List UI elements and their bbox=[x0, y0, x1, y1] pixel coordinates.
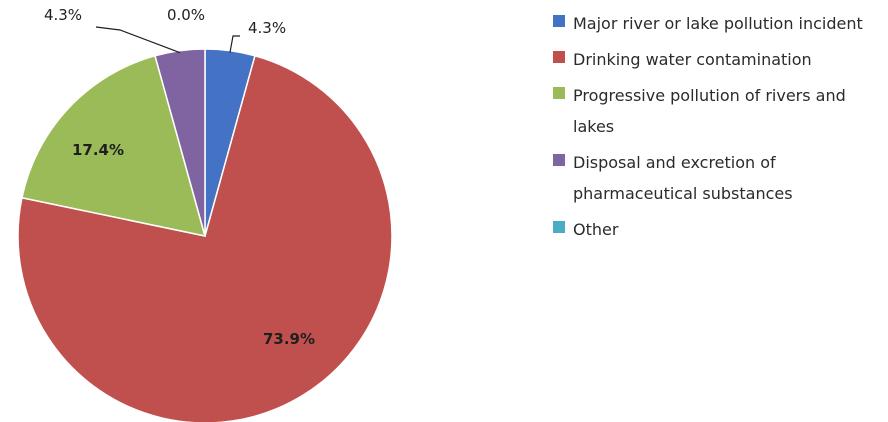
legend-label-drinking-water: Drinking water contamination bbox=[573, 50, 812, 69]
pie-slice-drinking-water bbox=[17, 54, 393, 422]
data-label-pharmaceutical: 4.3% bbox=[44, 6, 82, 24]
legend-label-major-river: Major river or lake pollution incident bbox=[573, 14, 863, 33]
legend-label-progressive-pollution: Progressive pollution of rivers and lake… bbox=[573, 86, 846, 136]
pie-slice-pharmaceutical bbox=[154, 48, 206, 237]
legend-item-major-river: Major river or lake pollution incident bbox=[553, 8, 883, 39]
legend-swatch-other bbox=[553, 221, 565, 233]
legend-swatch-progressive-pollution bbox=[553, 87, 565, 99]
data-label-major-river: 4.3% bbox=[248, 19, 286, 37]
legend-swatch-pharmaceutical bbox=[553, 154, 565, 166]
data-label-drinking-water: 73.9% bbox=[263, 330, 315, 348]
legend-item-other: Other bbox=[553, 214, 883, 245]
legend-item-progressive-pollution: Progressive pollution of rivers and lake… bbox=[553, 80, 883, 142]
legend-item-drinking-water: Drinking water contamination bbox=[553, 44, 883, 75]
legend-label-pharmaceutical: Disposal and excretion of pharmaceutical… bbox=[573, 153, 793, 203]
legend-swatch-drinking-water bbox=[553, 51, 565, 63]
legend: Major river or lake pollution incident D… bbox=[553, 8, 883, 250]
pie-slice-progressive-pollution bbox=[21, 54, 207, 237]
leader-line-pharmaceutical bbox=[95, 26, 181, 54]
legend-swatch-major-river bbox=[553, 15, 565, 27]
data-label-other: 0.0% bbox=[167, 6, 205, 24]
data-label-progressive-pollution: 17.4% bbox=[72, 141, 124, 159]
legend-item-pharmaceutical: Disposal and excretion of pharmaceutical… bbox=[553, 147, 883, 209]
leader-line-major-river bbox=[229, 35, 240, 53]
legend-label-other: Other bbox=[573, 220, 619, 239]
